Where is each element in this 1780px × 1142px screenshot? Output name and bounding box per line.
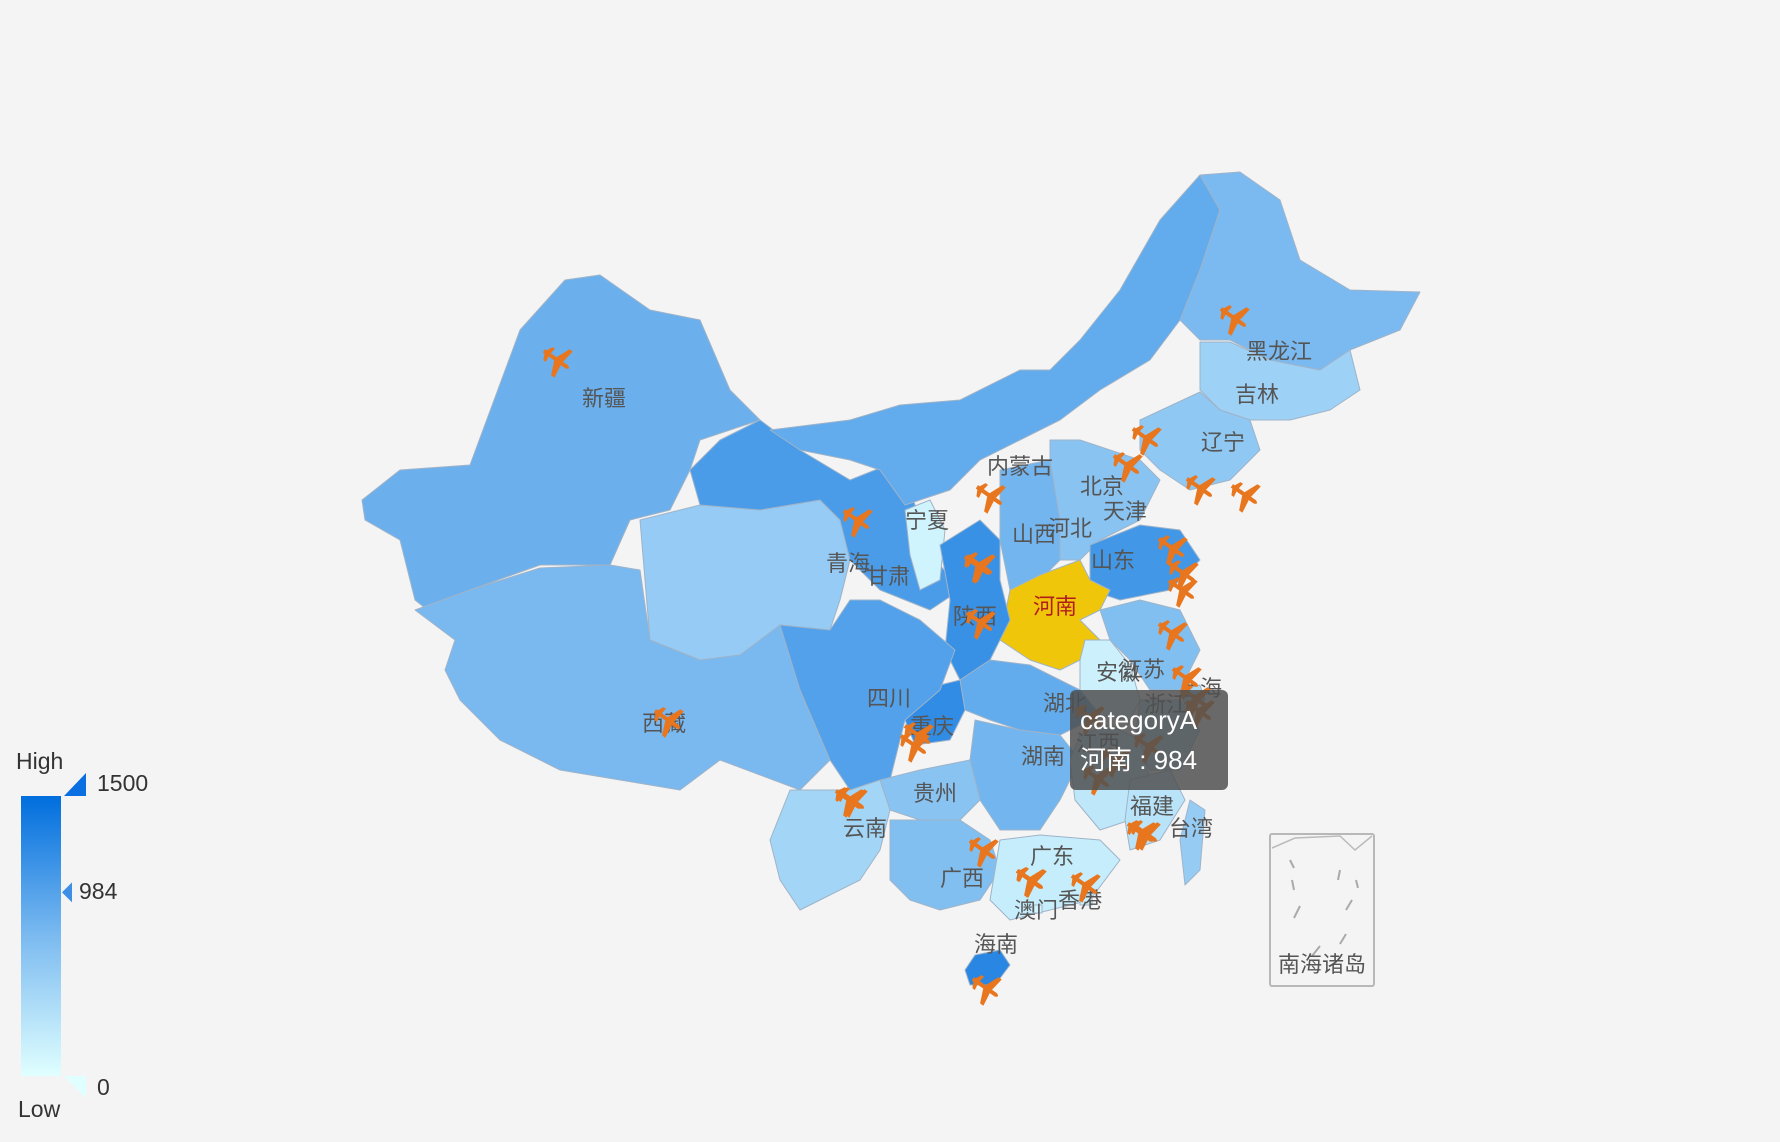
province-region[interactable] <box>904 499 946 591</box>
province-region[interactable] <box>889 819 1001 911</box>
province-region[interactable] <box>779 599 956 791</box>
province-label: 江苏 <box>1121 658 1165 683</box>
province-label: 河南 <box>1033 595 1077 620</box>
map-tooltip: categoryA 河南 : 984 <box>1070 690 1228 790</box>
province-label: 贵州 <box>913 782 957 807</box>
province-label: 海南 <box>974 933 1018 958</box>
province-region[interactable] <box>999 459 1061 591</box>
airplane-icon <box>1157 535 1188 566</box>
province-region[interactable] <box>769 779 891 911</box>
airplane-icon <box>1157 620 1188 651</box>
airplane-icon <box>975 483 1006 514</box>
province-region[interactable] <box>939 519 1011 681</box>
tooltip-value: 河南 : 984 <box>1080 745 1198 775</box>
province-label: 澳门 <box>1014 899 1058 924</box>
airplane-icon <box>653 707 684 738</box>
province-label: 吉林 <box>1235 383 1279 408</box>
province-label: 黑龙江 <box>1246 340 1312 365</box>
province-label: 台湾 <box>1169 817 1213 842</box>
airplane-icon <box>903 722 934 753</box>
province-label: 内蒙古 <box>987 455 1053 480</box>
airplane-icon <box>1185 475 1216 506</box>
visual-map-bar[interactable] <box>0 0 180 1142</box>
province-label: 宁夏 <box>905 509 949 534</box>
visual-map-high-label: High <box>16 748 64 774</box>
visual-map-min-value: 0 <box>97 1074 110 1100</box>
province-label: 四川 <box>867 687 911 712</box>
province-label: 广西 <box>940 867 984 892</box>
airplane-icon <box>1230 482 1261 513</box>
province-region[interactable] <box>969 719 1081 831</box>
airplane-icon <box>1015 867 1046 898</box>
airplane-icon <box>1167 577 1198 608</box>
airplane-icon <box>1168 560 1199 591</box>
province-label: 福建 <box>1130 795 1174 820</box>
province-label: 湖南 <box>1021 745 1065 770</box>
visual-map-legend[interactable]: High Low 1500 984 0 <box>0 0 180 1142</box>
airplane-icon <box>965 609 996 640</box>
airplane-icon <box>837 787 868 818</box>
airplane-icon <box>1131 425 1162 456</box>
visual-map-bottom-handle[interactable] <box>64 1076 86 1098</box>
south-china-sea-label: 南海诸岛 <box>1278 953 1366 978</box>
airplane-icon <box>963 553 994 584</box>
airplane-icon <box>842 507 873 538</box>
province-label: 北京 <box>1080 475 1124 500</box>
airplane-icon <box>968 837 999 868</box>
airplane-icon <box>542 347 573 378</box>
province-label: 青海 <box>826 552 870 577</box>
airplane-icon <box>971 975 1002 1006</box>
province-label: 安徽 <box>1096 661 1140 686</box>
province-label: 广东 <box>1030 845 1074 870</box>
province-label: 山西 <box>1012 523 1056 548</box>
province-label: 云南 <box>843 817 887 842</box>
south-china-sea-inset: 南海诸岛 <box>1269 833 1375 987</box>
visual-map-low-label: Low <box>18 1096 61 1122</box>
province-region[interactable] <box>1033 904 1043 914</box>
province-region[interactable] <box>1139 391 1261 491</box>
province-region[interactable] <box>879 759 981 821</box>
province-label: 山东 <box>1091 549 1135 574</box>
visual-map-value-indicator <box>62 882 72 903</box>
province-region[interactable] <box>1179 799 1206 886</box>
visual-map-max-value: 1500 <box>97 770 149 796</box>
airplane-icon <box>1219 305 1250 336</box>
tooltip-series: categoryA <box>1080 705 1198 735</box>
province-label: 甘肃 <box>866 565 910 590</box>
visual-map-current-value: 984 <box>79 878 118 905</box>
province-label: 新疆 <box>582 387 626 412</box>
province-label: 河北 <box>1048 517 1092 542</box>
airplane-icon <box>1070 872 1101 903</box>
airplane-icon <box>1112 452 1143 483</box>
airplane-icon <box>1126 820 1157 851</box>
province-region[interactable] <box>999 559 1111 671</box>
province-label: 辽宁 <box>1201 431 1245 456</box>
airplane-icon <box>1171 665 1202 696</box>
visual-map-top-handle[interactable] <box>64 773 86 796</box>
visual-map-gradient <box>21 796 61 1076</box>
province-label: 天津 <box>1103 500 1147 525</box>
province-region[interactable] <box>414 564 831 791</box>
